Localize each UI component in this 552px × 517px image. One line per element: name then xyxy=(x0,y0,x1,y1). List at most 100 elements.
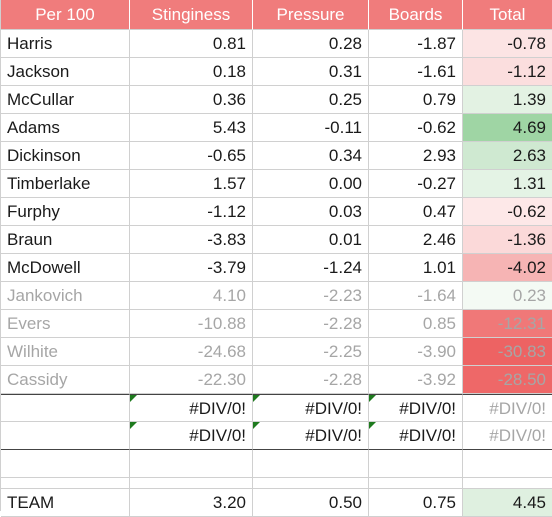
total-error-cell[interactable]: #DIV/0! xyxy=(463,422,552,450)
header-pressure[interactable]: Pressure xyxy=(253,0,369,30)
stinginess-cell[interactable]: -24.68 xyxy=(130,338,253,366)
stinginess-cell[interactable]: 0.18 xyxy=(130,58,253,86)
stinginess-cell[interactable]: 0.36 xyxy=(130,86,253,114)
empty-cell[interactable] xyxy=(130,450,253,478)
header-per-100[interactable]: Per 100 xyxy=(1,0,130,30)
error-indicator-icon[interactable] xyxy=(253,422,260,429)
boards-cell[interactable]: 0.79 xyxy=(369,86,463,114)
boards-error-cell[interactable]: #DIV/0! xyxy=(369,394,463,422)
stinginess-error-cell[interactable]: #DIV/0! xyxy=(130,422,253,450)
stinginess-cell[interactable]: 1.57 xyxy=(130,170,253,198)
team-pressure-cell[interactable]: 0.50 xyxy=(253,489,369,517)
empty-name-cell[interactable] xyxy=(1,394,130,422)
player-name-cell[interactable]: Cassidy xyxy=(1,366,130,394)
total-cell[interactable]: 1.39 xyxy=(463,86,552,114)
error-indicator-icon[interactable] xyxy=(130,395,137,402)
stinginess-error-cell[interactable]: #DIV/0! xyxy=(130,394,253,422)
pressure-cell[interactable]: 0.00 xyxy=(253,170,369,198)
stinginess-cell[interactable]: -0.65 xyxy=(130,142,253,170)
total-cell[interactable]: -1.36 xyxy=(463,226,552,254)
error-indicator-icon[interactable] xyxy=(130,422,137,429)
error-indicator-icon[interactable] xyxy=(369,422,376,429)
header-stinginess[interactable]: Stinginess xyxy=(130,0,253,30)
empty-cell[interactable] xyxy=(463,450,552,478)
total-cell[interactable]: 2.63 xyxy=(463,142,552,170)
boards-cell[interactable]: -1.64 xyxy=(369,282,463,310)
pressure-cell[interactable]: -0.11 xyxy=(253,114,369,142)
empty-cell[interactable] xyxy=(253,450,369,478)
pressure-cell[interactable]: 0.25 xyxy=(253,86,369,114)
stinginess-cell[interactable]: 0.81 xyxy=(130,30,253,58)
boards-cell[interactable]: -1.87 xyxy=(369,30,463,58)
total-cell[interactable]: 1.31 xyxy=(463,170,552,198)
spacer-cell[interactable] xyxy=(253,478,369,489)
header-total[interactable]: Total xyxy=(463,0,552,30)
total-cell[interactable]: -0.78 xyxy=(463,30,552,58)
boards-cell[interactable]: -1.61 xyxy=(369,58,463,86)
total-cell[interactable]: -1.12 xyxy=(463,58,552,86)
pressure-error-cell[interactable]: #DIV/0! xyxy=(253,422,369,450)
total-cell[interactable]: 0.23 xyxy=(463,282,552,310)
player-name-cell[interactable]: Furphy xyxy=(1,198,130,226)
pressure-cell[interactable]: -2.23 xyxy=(253,282,369,310)
error-indicator-icon[interactable] xyxy=(253,395,260,402)
pressure-cell[interactable]: -1.24 xyxy=(253,254,369,282)
total-cell[interactable]: -0.62 xyxy=(463,198,552,226)
player-name-cell[interactable]: Jackson xyxy=(1,58,130,86)
pressure-cell[interactable]: -2.28 xyxy=(253,310,369,338)
pressure-cell[interactable]: 0.34 xyxy=(253,142,369,170)
team-name-cell[interactable]: TEAM xyxy=(1,489,130,517)
team-total-cell[interactable]: 4.45 xyxy=(463,489,552,517)
player-name-cell[interactable]: Wilhite xyxy=(1,338,130,366)
total-cell[interactable]: -4.02 xyxy=(463,254,552,282)
pressure-error-cell[interactable]: #DIV/0! xyxy=(253,394,369,422)
error-indicator-icon[interactable] xyxy=(369,395,376,402)
pressure-cell[interactable]: -2.25 xyxy=(253,338,369,366)
total-cell[interactable]: -28.50 xyxy=(463,366,552,394)
team-stinginess-cell[interactable]: 3.20 xyxy=(130,489,253,517)
boards-cell[interactable]: 2.46 xyxy=(369,226,463,254)
player-name-cell[interactable]: McCullar xyxy=(1,86,130,114)
empty-cell[interactable] xyxy=(369,450,463,478)
stinginess-cell[interactable]: -3.83 xyxy=(130,226,253,254)
boards-cell[interactable]: -3.90 xyxy=(369,338,463,366)
boards-cell[interactable]: 2.93 xyxy=(369,142,463,170)
total-cell[interactable]: -30.83 xyxy=(463,338,552,366)
stinginess-cell[interactable]: -10.88 xyxy=(130,310,253,338)
total-error-cell[interactable]: #DIV/0! xyxy=(463,394,552,422)
pressure-cell[interactable]: 0.28 xyxy=(253,30,369,58)
boards-cell[interactable]: -0.27 xyxy=(369,170,463,198)
boards-cell[interactable]: -3.92 xyxy=(369,366,463,394)
empty-cell[interactable] xyxy=(1,450,130,478)
player-name-cell[interactable]: Braun xyxy=(1,226,130,254)
stinginess-cell[interactable]: -1.12 xyxy=(130,198,253,226)
spacer-cell[interactable] xyxy=(463,478,552,489)
boards-cell[interactable]: 0.47 xyxy=(369,198,463,226)
total-cell[interactable]: -12.31 xyxy=(463,310,552,338)
pressure-cell[interactable]: 0.01 xyxy=(253,226,369,254)
stinginess-cell[interactable]: -3.79 xyxy=(130,254,253,282)
boards-cell[interactable]: 1.01 xyxy=(369,254,463,282)
boards-cell[interactable]: 0.85 xyxy=(369,310,463,338)
player-name-cell[interactable]: Adams xyxy=(1,114,130,142)
boards-error-cell[interactable]: #DIV/0! xyxy=(369,422,463,450)
stinginess-cell[interactable]: 5.43 xyxy=(130,114,253,142)
pressure-cell[interactable]: 0.03 xyxy=(253,198,369,226)
spacer-cell[interactable] xyxy=(1,478,130,489)
stinginess-cell[interactable]: 4.10 xyxy=(130,282,253,310)
boards-cell[interactable]: -0.62 xyxy=(369,114,463,142)
player-name-cell[interactable]: Evers xyxy=(1,310,130,338)
total-cell[interactable]: 4.69 xyxy=(463,114,552,142)
spacer-cell[interactable] xyxy=(130,478,253,489)
team-boards-cell[interactable]: 0.75 xyxy=(369,489,463,517)
player-name-cell[interactable]: Dickinson xyxy=(1,142,130,170)
pressure-cell[interactable]: -2.28 xyxy=(253,366,369,394)
stinginess-cell[interactable]: -22.30 xyxy=(130,366,253,394)
empty-name-cell[interactable] xyxy=(1,422,130,450)
player-name-cell[interactable]: McDowell xyxy=(1,254,130,282)
spacer-cell[interactable] xyxy=(369,478,463,489)
header-boards[interactable]: Boards xyxy=(369,0,463,30)
player-name-cell[interactable]: Timberlake xyxy=(1,170,130,198)
player-name-cell[interactable]: Jankovich xyxy=(1,282,130,310)
pressure-cell[interactable]: 0.31 xyxy=(253,58,369,86)
